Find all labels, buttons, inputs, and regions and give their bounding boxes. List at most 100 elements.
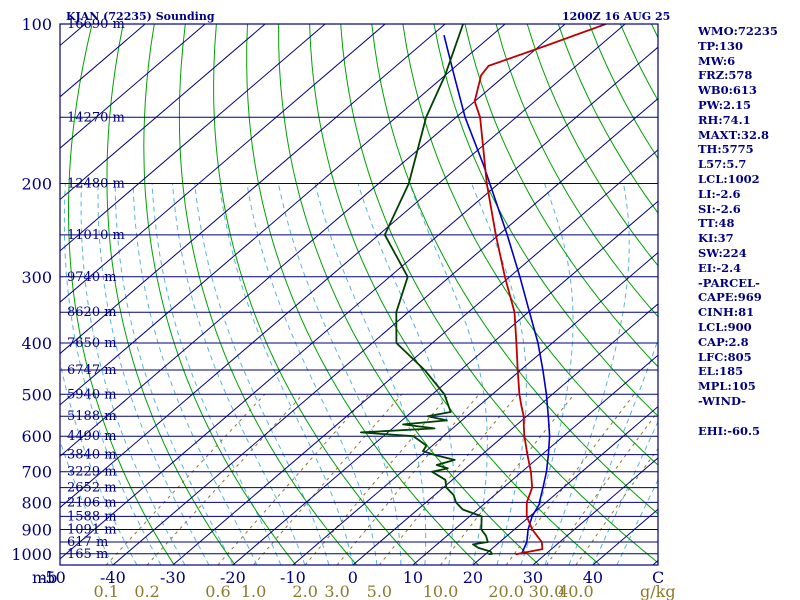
plot-frame bbox=[59, 23, 659, 566]
height-label: 9740 m bbox=[67, 270, 117, 285]
temperature-trace bbox=[473, 24, 607, 556]
mixing-ratio-label: 0.6 bbox=[205, 582, 230, 600]
isotherm bbox=[60, 24, 446, 355]
mixing-ratio-label: 0.1 bbox=[93, 582, 118, 600]
mixing-ratio-label: 3.0 bbox=[324, 582, 349, 600]
isotherm bbox=[472, 405, 658, 565]
height-label: 617 m bbox=[67, 535, 108, 550]
moist-adiabat bbox=[568, 338, 658, 565]
pressure-label-1000: 1000 bbox=[11, 545, 52, 564]
moist-adiabat bbox=[357, 183, 455, 565]
temperature-tick-label: -40 bbox=[100, 568, 126, 587]
index-item: -WIND- bbox=[698, 393, 746, 408]
moist-adiabat bbox=[194, 183, 330, 565]
mixing-ratio-unit: g/kg bbox=[640, 582, 676, 600]
mixing-ratio-label: 40.0 bbox=[558, 582, 594, 600]
pressure-axis-labels: 1000 900 800 700 600 500 400 300 200 100 bbox=[11, 15, 52, 564]
height-label: 6747 m bbox=[67, 363, 117, 378]
mixing-ratio-line bbox=[379, 393, 519, 565]
moist-adiabat bbox=[172, 183, 306, 565]
dry-adiabat bbox=[106, 24, 236, 565]
mixing-ratio-line bbox=[217, 393, 370, 565]
index-item: SI:-2.6 bbox=[698, 201, 741, 216]
height-label: 4490 m bbox=[67, 429, 117, 444]
isotherm bbox=[352, 303, 658, 565]
moist-adiabat bbox=[80, 183, 186, 565]
index-item: WB0:613 bbox=[698, 83, 757, 98]
temperature-tick-label: -20 bbox=[220, 568, 246, 587]
dry-adiabat bbox=[246, 24, 479, 565]
height-label: 11010 m bbox=[67, 228, 125, 243]
moist-adiabat bbox=[60, 438, 114, 565]
index-item: LFC:805 bbox=[698, 349, 752, 364]
temperature-tick-label: -10 bbox=[280, 568, 306, 587]
temperature-tick-label: 20 bbox=[463, 568, 483, 587]
index-item: LCL:1002 bbox=[698, 171, 760, 186]
moist-adiabat bbox=[114, 183, 234, 565]
height-label: 14270 m bbox=[67, 110, 125, 125]
index-item: LCL:900 bbox=[698, 319, 752, 334]
pressure-label-200: 200 bbox=[21, 174, 52, 193]
index-item: FRZ:578 bbox=[698, 68, 753, 83]
index-item: MAXT:32.8 bbox=[698, 127, 769, 142]
dry-adiabat bbox=[371, 24, 658, 515]
height-label: 7650 m bbox=[67, 336, 117, 351]
isotherm bbox=[60, 24, 206, 149]
index-item: EL:185 bbox=[698, 364, 744, 379]
index-item: TT:48 bbox=[698, 216, 735, 231]
isotherm bbox=[232, 200, 658, 565]
mixing-ratio-line bbox=[105, 393, 266, 565]
dry-adiabat bbox=[213, 24, 418, 565]
isotherm bbox=[112, 97, 658, 565]
index-item: RH:74.1 bbox=[698, 112, 751, 127]
dry-adiabat bbox=[143, 24, 297, 565]
mixing-ratio-line bbox=[546, 410, 658, 565]
moist-adiabat bbox=[132, 183, 258, 565]
index-item: MPL:105 bbox=[698, 379, 756, 394]
isotherm bbox=[60, 24, 326, 252]
temperature-tick-label: -30 bbox=[160, 568, 186, 587]
index-item: WMO:72235 bbox=[698, 24, 778, 38]
dry-adiabat bbox=[495, 24, 658, 318]
temperature-tick-label: 30 bbox=[523, 568, 543, 587]
mixing-ratio-label: 5.0 bbox=[367, 582, 392, 600]
dry-adiabat bbox=[178, 24, 358, 565]
isotherm bbox=[60, 24, 386, 303]
height-label: 2652 m bbox=[67, 481, 117, 496]
height-label: 165 m bbox=[67, 547, 108, 562]
index-item: PW:2.15 bbox=[698, 97, 752, 112]
station-title: KJAN (72235) Sounding bbox=[66, 10, 215, 23]
moist-adiabat bbox=[544, 183, 630, 565]
index-item: EHI:-60.5 bbox=[698, 423, 761, 438]
pressure-label-600: 600 bbox=[21, 427, 52, 446]
temperature-tick-label: 0 bbox=[348, 568, 358, 587]
background-lines bbox=[60, 24, 658, 565]
moist-adiabat bbox=[97, 183, 210, 565]
mixing-ratio-line bbox=[505, 393, 635, 565]
isotherm bbox=[60, 24, 566, 457]
height-label: 8620 m bbox=[67, 305, 117, 320]
moist-adiabat bbox=[616, 478, 658, 565]
height-label: 5940 m bbox=[67, 387, 117, 402]
isotherm bbox=[60, 24, 266, 201]
pressure-label-300: 300 bbox=[21, 268, 52, 287]
dry-adiabat bbox=[433, 24, 658, 417]
index-item bbox=[698, 409, 778, 424]
moist-adiabat bbox=[151, 183, 282, 565]
mixing-ratio-label: 20.0 bbox=[488, 582, 524, 600]
mixing-ratio-label: 0.2 bbox=[134, 582, 159, 600]
height-label: 5188 m bbox=[67, 409, 117, 424]
temperature-axis-labels: mb-50 -40 -30 -20 -10 0 10 20 30 40 C bbox=[32, 568, 664, 587]
moist-adiabat bbox=[314, 183, 427, 565]
pressure-label-400: 400 bbox=[21, 334, 52, 353]
pressure-unit-label: mb bbox=[32, 568, 57, 587]
index-item: MW:6 bbox=[698, 53, 736, 68]
isotherm bbox=[532, 457, 658, 565]
height-label: 3840 m bbox=[67, 448, 117, 463]
mixing-ratio-line bbox=[575, 447, 658, 565]
mixing-ratio-label: 30.0 bbox=[529, 582, 565, 600]
pressure-label-900: 900 bbox=[21, 521, 52, 540]
index-item: LI:-2.6 bbox=[698, 186, 741, 201]
mixing-ratio-label: 10.0 bbox=[423, 582, 459, 600]
